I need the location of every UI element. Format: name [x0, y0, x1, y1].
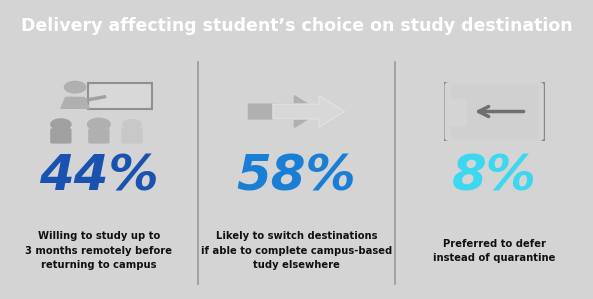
FancyBboxPatch shape: [450, 84, 538, 139]
FancyBboxPatch shape: [122, 128, 143, 144]
Text: Preferred to defer
instead of quarantine: Preferred to defer instead of quarantine: [433, 239, 556, 263]
Polygon shape: [248, 96, 320, 127]
Polygon shape: [273, 96, 345, 127]
FancyBboxPatch shape: [88, 128, 110, 144]
Circle shape: [123, 120, 141, 129]
Text: Willing to study up to
3 months remotely before
returning to campus: Willing to study up to 3 months remotely…: [25, 231, 173, 270]
Circle shape: [51, 119, 71, 130]
Text: Delivery affecting student’s choice on study destination: Delivery affecting student’s choice on s…: [21, 17, 572, 35]
Text: Likely to switch destinations
if able to complete campus-based
tudy elsewhere: Likely to switch destinations if able to…: [201, 231, 392, 270]
FancyBboxPatch shape: [50, 128, 72, 144]
Polygon shape: [449, 98, 466, 125]
Text: 44%: 44%: [39, 153, 159, 201]
Text: 58%: 58%: [237, 153, 356, 201]
Circle shape: [65, 81, 86, 93]
Circle shape: [88, 118, 110, 130]
Polygon shape: [61, 97, 90, 108]
FancyBboxPatch shape: [88, 83, 152, 109]
Text: 8%: 8%: [452, 153, 537, 201]
